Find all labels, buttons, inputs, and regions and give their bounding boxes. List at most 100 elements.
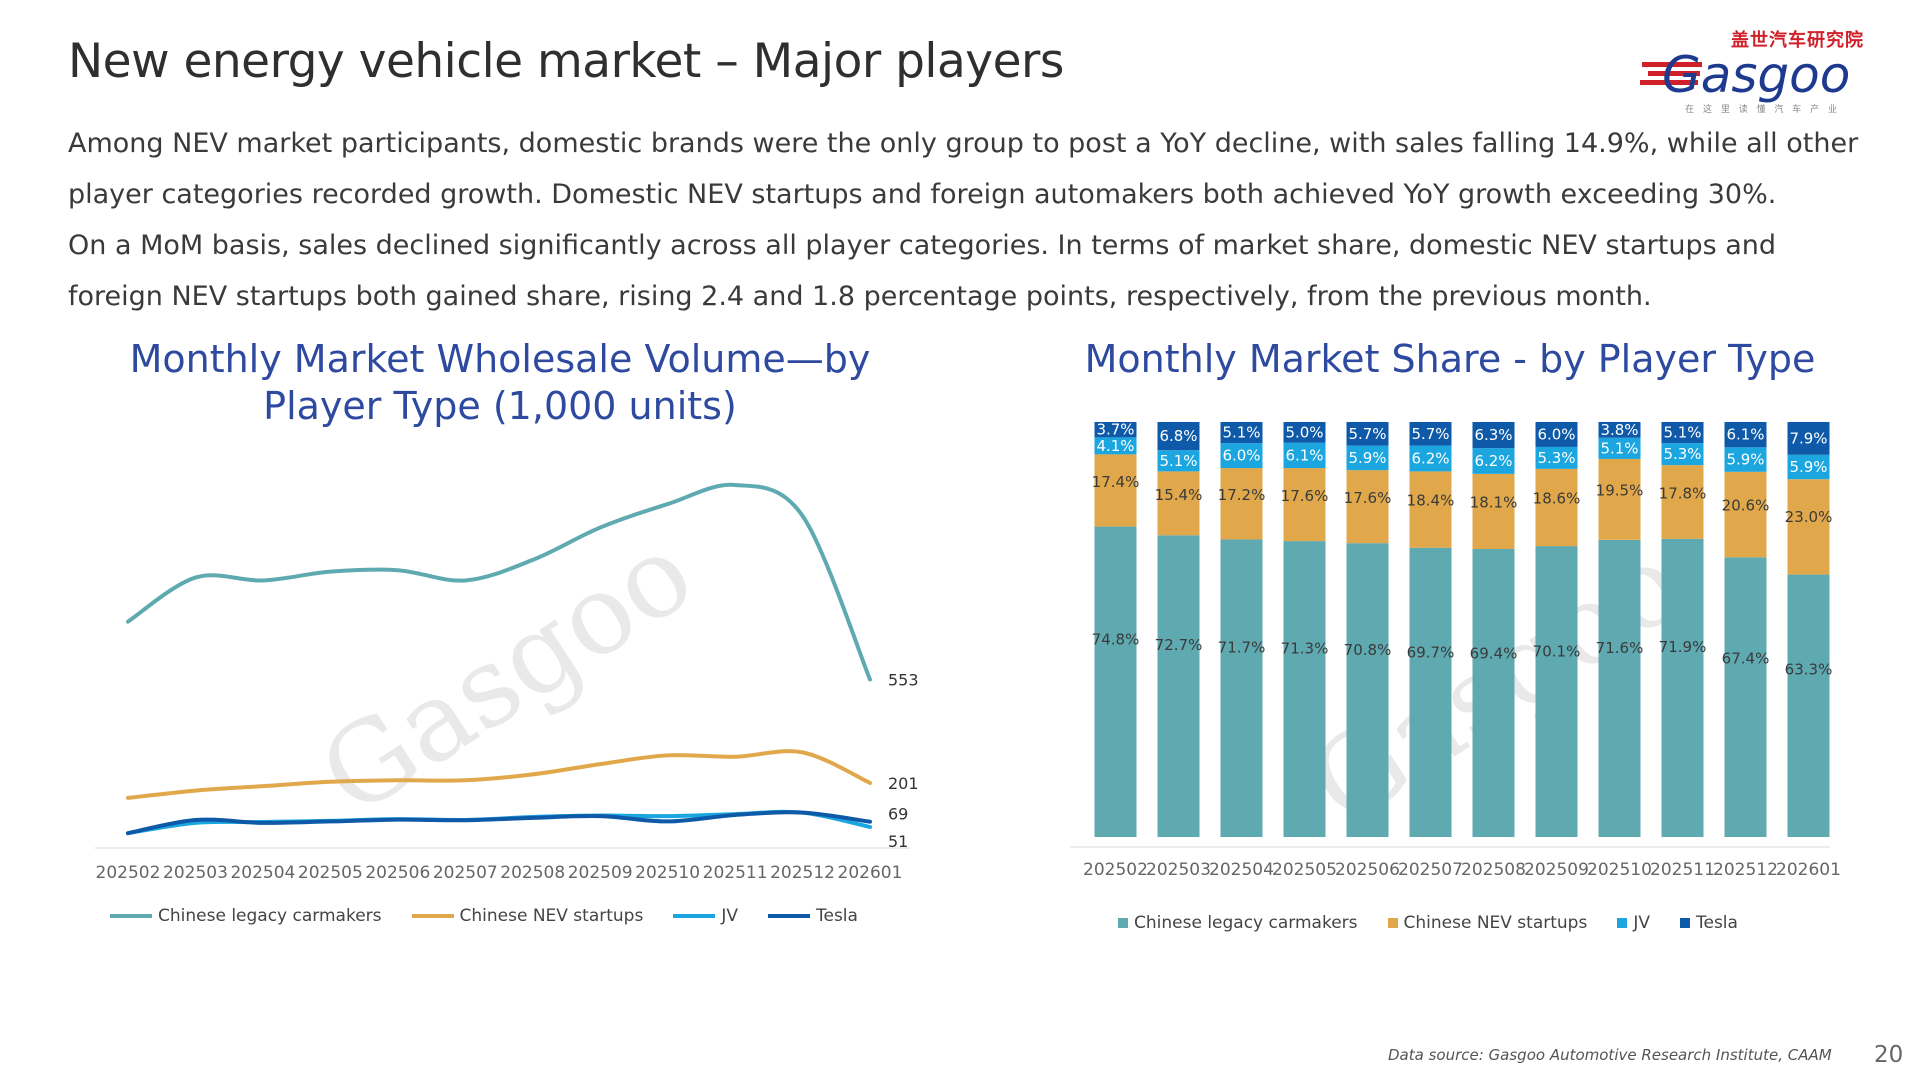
x-tick-label: 202509 [568, 863, 633, 880]
end-value-label: 553 [888, 671, 919, 690]
legend-label: Chinese NEV startups [1403, 913, 1588, 933]
x-tick-label: 202507 [433, 863, 498, 880]
data-label: 5.3% [1663, 445, 1701, 463]
logo-tagline: 在 这 里 读 懂 汽 车 产 业 [1685, 105, 1840, 115]
data-label: 18.1% [1470, 494, 1518, 512]
bar-segment-chinese-nev-startups [1787, 479, 1830, 575]
data-label: 6.8% [1159, 427, 1197, 445]
data-label: 4.1% [1096, 437, 1134, 455]
bar-segment-tesla [1283, 422, 1326, 443]
data-label: 6.2% [1474, 452, 1512, 470]
bar-segment-chinese-nev-startups [1346, 470, 1389, 544]
data-label: 69.4% [1470, 644, 1518, 662]
legend-swatch [110, 914, 152, 918]
x-tick-label: 202505 [1272, 860, 1337, 880]
legend-label: Chinese legacy carmakers [158, 906, 382, 926]
data-label: 71.3% [1281, 640, 1329, 658]
x-tick-label: 202511 [1650, 860, 1715, 880]
bar-segment-chinese-legacy-carmakers [1472, 548, 1515, 837]
bar-segment-chinese-nev-startups [1283, 468, 1326, 542]
legend-item-tesla: Tesla [768, 906, 858, 926]
data-label: 5.1% [1222, 424, 1260, 442]
x-tick-label: 202510 [1587, 860, 1652, 880]
data-label: 5.1% [1663, 424, 1701, 442]
x-tick-label: 202507 [1398, 860, 1463, 880]
data-label: 74.8% [1092, 631, 1140, 649]
bar-segment-jv [1661, 443, 1704, 466]
legend-label: JV [1633, 913, 1650, 933]
bar-segment-jv [1472, 448, 1515, 474]
bar-chart-legend: Chinese legacy carmakers Chinese NEV star… [1118, 913, 1768, 933]
data-label: 72.7% [1155, 636, 1203, 654]
bar-segment-tesla [1409, 422, 1452, 446]
data-label: 5.1% [1159, 452, 1197, 470]
x-tick-label: 202510 [635, 863, 700, 880]
data-label: 18.6% [1533, 490, 1581, 508]
data-label: 70.8% [1344, 641, 1392, 659]
legend-swatch [1118, 918, 1128, 928]
x-tick-label: 202506 [1335, 860, 1400, 880]
x-tick-label: 202601 [1776, 860, 1841, 880]
legend-swatch [1387, 918, 1398, 928]
data-label: 3.7% [1096, 421, 1134, 439]
x-tick-label: 202502 [96, 863, 161, 880]
data-label: 23.0% [1785, 508, 1833, 526]
x-tick-label: 202503 [1146, 860, 1211, 880]
logo-chinese-text: 盖世汽车研究院 [1731, 30, 1864, 51]
bar-segment-chinese-legacy-carmakers [1220, 539, 1263, 837]
data-label: 17.6% [1344, 489, 1392, 507]
bar-segment-tesla [1535, 422, 1578, 447]
legend-swatch [768, 914, 810, 918]
bar-segment-jv [1094, 437, 1137, 455]
x-tick-label: 202508 [1461, 860, 1526, 880]
series-line-chinese-nev-startups [126, 749, 872, 800]
bar-segment-chinese-nev-startups [1598, 458, 1641, 540]
legend-item-jv: JV [1617, 913, 1650, 933]
data-label: 6.2% [1411, 450, 1449, 468]
bar-segment-chinese-nev-startups [1724, 471, 1767, 558]
legend-item-chinese-nev-startups: Chinese NEV startups [1387, 913, 1588, 933]
data-label: 17.6% [1281, 487, 1329, 505]
data-label: 3.8% [1600, 421, 1638, 439]
bar-segment-chinese-legacy-carmakers [1094, 526, 1137, 837]
x-tick-label: 202512 [1713, 860, 1778, 880]
x-tick-label: 202503 [163, 863, 228, 880]
logo-brand-text: Gasgoo [1662, 46, 1850, 104]
bar-segment-tesla [1472, 422, 1515, 449]
bar-segment-chinese-nev-startups [1472, 473, 1515, 549]
legend-label: JV [721, 906, 738, 926]
data-label: 15.4% [1155, 486, 1203, 504]
gasgoo-logo: 盖世汽车研究院 Gasgoo 在 这 里 读 懂 汽 车 产 业 [1640, 26, 1880, 118]
bar-segment-tesla [1724, 422, 1767, 448]
data-label: 71.6% [1596, 639, 1644, 657]
data-label: 70.1% [1533, 643, 1581, 661]
paragraph-1: Among NEV market participants, domestic … [68, 128, 1859, 210]
data-label: 5.1% [1600, 439, 1638, 457]
legend-swatch [673, 914, 716, 918]
legend-item-chinese-legacy-carmakers: Chinese legacy carmakers [1118, 913, 1358, 933]
data-label: 6.1% [1726, 426, 1764, 444]
x-tick-label: 202506 [365, 863, 430, 880]
data-label: 71.7% [1218, 639, 1266, 657]
bar-segment-tesla [1787, 422, 1830, 455]
page-title: New energy vehicle market – Major player… [68, 34, 1064, 89]
data-label: 5.9% [1348, 449, 1386, 467]
legend-label: Tesla [816, 906, 858, 926]
data-label: 6.0% [1537, 425, 1575, 443]
x-tick-label: 202505 [298, 863, 363, 880]
legend-swatch [1680, 918, 1690, 928]
data-label: 5.7% [1411, 425, 1449, 443]
data-label: 63.3% [1785, 660, 1833, 678]
data-label: 17.8% [1659, 484, 1707, 502]
data-label: 18.4% [1407, 492, 1455, 510]
bar-segment-tesla [1598, 422, 1641, 438]
bar-chart-title: Monthly Market Share - by Player Type [1084, 337, 1816, 381]
x-tick-label: 202511 [703, 863, 768, 880]
series-line-tesla [126, 810, 872, 836]
paragraph-2: On a MoM basis, sales declined significa… [68, 230, 1777, 312]
data-label: 7.9% [1789, 429, 1827, 447]
end-value-label: 51 [888, 832, 908, 851]
bar-segment-chinese-nev-startups [1661, 465, 1704, 539]
legend-item-chinese-nev-startups: Chinese NEV startups [411, 906, 643, 926]
legend-swatch [1617, 918, 1628, 928]
